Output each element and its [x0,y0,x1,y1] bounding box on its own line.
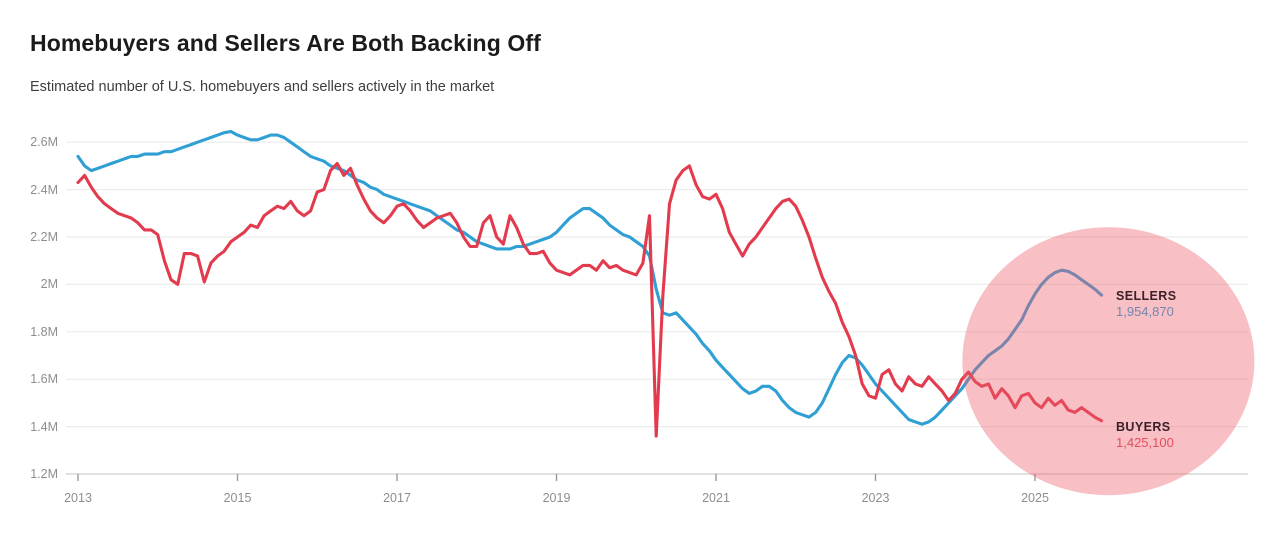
y-tick-label: 1.8M [30,324,58,339]
x-tick-label: 2023 [861,491,890,505]
y-tick-label: 1.4M [30,419,58,434]
y-tick-label: 2.6M [30,135,58,150]
x-tick-label: 2019 [542,491,571,505]
y-tick-label: 2.2M [30,230,58,244]
y-tick-label: 1.6M [30,372,58,387]
y-tick-label: 2.4M [30,182,58,197]
sellers-value: 1,954,870 [1116,304,1174,319]
x-tick-label: 2025 [1021,491,1049,505]
x-tick-label: 2015 [223,491,252,505]
highlight-circle [962,227,1255,496]
buyers-label: BUYERS [1116,420,1171,434]
y-tick-label: 2M [40,277,58,292]
x-tick-label: 2017 [383,491,411,505]
y-tick-label: 1.2M [30,467,58,481]
chart-title: Homebuyers and Sellers Are Both Backing … [30,30,541,56]
sellers-annotation: SELLERS 1,954,870 [1116,289,1176,319]
buyers-annotation: BUYERS 1,425,100 [1116,420,1174,450]
x-tick-label: 2021 [702,491,730,505]
x-tick-label: 2013 [64,491,92,505]
chart-subtitle: Estimated number of U.S. homebuyers and … [30,79,495,95]
sellers-line [76,129,1104,426]
buyers-line [76,161,1104,438]
sellers-label: SELLERS [1116,289,1177,303]
buyers-value: 1,425,100 [1116,435,1174,450]
